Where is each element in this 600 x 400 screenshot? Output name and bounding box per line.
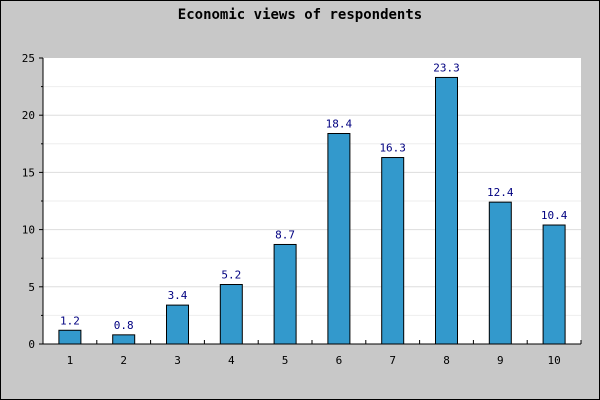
data-label-8: 23.3 [433, 61, 460, 74]
bar-6 [327, 133, 351, 345]
x-tick-label-6: 6 [336, 354, 343, 367]
bar-7 [381, 157, 405, 345]
bars [58, 76, 566, 345]
y-tick-label: 20 [22, 109, 35, 122]
axes [39, 57, 582, 345]
x-tick-label-3: 3 [174, 354, 181, 367]
y-tick-label: 5 [28, 281, 35, 294]
bar-9 [488, 201, 512, 345]
y-tick-label: 0 [28, 338, 35, 351]
bar-1 [58, 329, 82, 345]
x-tick-label-10: 10 [547, 354, 560, 367]
bar-3 [166, 304, 189, 345]
data-label-4: 5.2 [221, 269, 241, 282]
data-label-10: 10.4 [541, 209, 568, 222]
bar-2 [112, 334, 136, 345]
bar-5 [273, 243, 297, 345]
data-label-7: 16.3 [379, 142, 406, 155]
data-label-1: 1.2 [60, 314, 80, 327]
data-label-2: 0.8 [114, 319, 134, 332]
x-tick-label-4: 4 [228, 354, 235, 367]
x-tick-label-9: 9 [497, 354, 504, 367]
x-tick-label-7: 7 [389, 354, 396, 367]
y-tick-label: 15 [22, 166, 35, 179]
data-label-6: 18.4 [326, 118, 353, 131]
y-tick-label: 25 [22, 52, 35, 65]
bar-8 [435, 76, 458, 345]
y-tick-label: 10 [22, 224, 35, 237]
bar-4 [219, 284, 243, 345]
chart-title: Economic views of respondents [178, 7, 422, 23]
labels: 1.2 0.8 3.4 5.2 8.7 18.4 16.3 23.3 12.4 10.4 0 5 10 1… [22, 52, 568, 367]
x-tick-label-2: 2 [120, 354, 127, 367]
x-tick-label-1: 1 [67, 354, 74, 367]
data-label-5: 8.7 [275, 228, 295, 241]
x-tick-label-8: 8 [443, 354, 450, 367]
data-label-9: 12.4 [487, 186, 514, 199]
bar-10 [542, 224, 566, 345]
x-tick-label-5: 5 [282, 354, 289, 367]
grid-lines [43, 86, 581, 316]
data-label-3: 3.4 [168, 289, 188, 302]
